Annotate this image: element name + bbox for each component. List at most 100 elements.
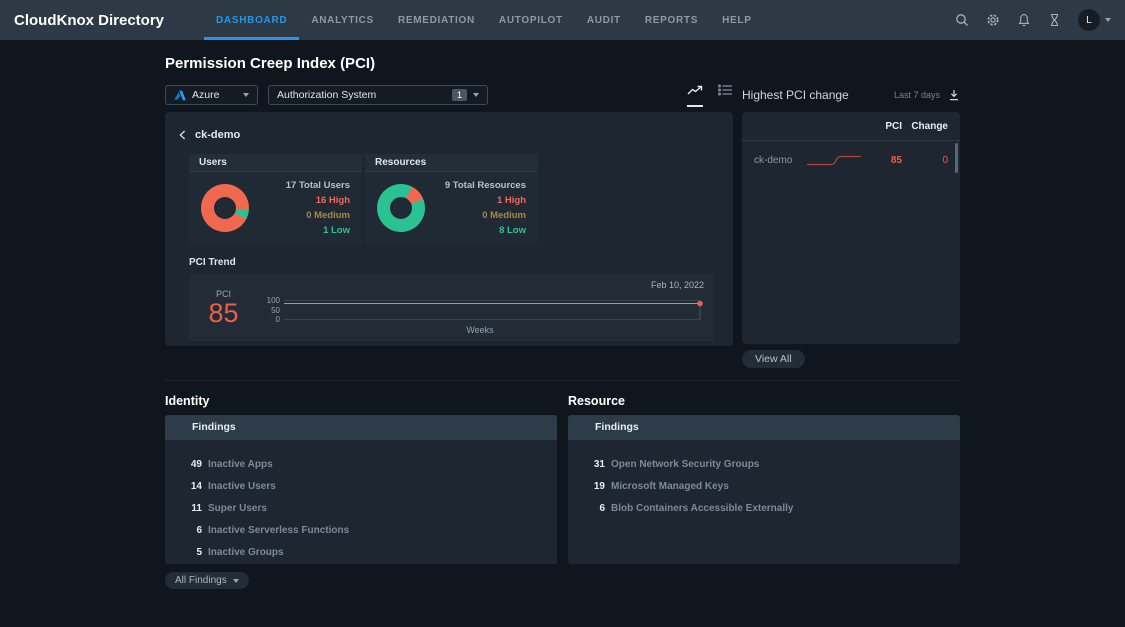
finding-label: Blob Containers Accessible Externally <box>611 503 794 514</box>
list-item[interactable]: 6 Blob Containers Accessible Externally <box>568 503 960 514</box>
list-item[interactable]: 5 Inactive Groups <box>165 547 557 558</box>
chevron-down-icon <box>232 578 239 583</box>
finding-count: 14 <box>190 481 202 492</box>
tab-audit[interactable]: AUDIT <box>586 14 621 26</box>
chevron-down-icon <box>243 93 249 97</box>
list-item[interactable]: 49 Inactive Apps <box>165 459 557 470</box>
all-findings-label: All Findings <box>175 575 227 586</box>
tab-dashboard[interactable]: DASHBOARD <box>204 0 300 40</box>
resource-section-title: Resource <box>568 394 625 408</box>
tab-analytics[interactable]: ANALYTICS <box>311 14 374 26</box>
top-nav: CloudKnox Directory DASHBOARD ANALYTICS … <box>0 0 1125 40</box>
hourglass-icon[interactable] <box>1048 13 1061 27</box>
finding-label: Open Network Security Groups <box>611 459 760 470</box>
nav-tabs: DASHBOARD ANALYTICS REMEDIATION AUTOPILO… <box>204 0 764 40</box>
finding-count: 19 <box>593 481 605 492</box>
pci-metric-value: 85 <box>208 298 239 329</box>
view-all-button[interactable]: View All <box>742 350 805 368</box>
bell-icon[interactable] <box>1017 13 1031 27</box>
highest-pci-title: Highest PCI change <box>742 88 849 102</box>
users-card: Users 17 Total Users 16 High 0 Medium 1 … <box>189 154 362 244</box>
tab-autopilot[interactable]: AUTOPILOT <box>498 14 563 26</box>
scrollbar-thumb[interactable] <box>955 143 958 173</box>
chevron-down-icon <box>1105 18 1111 22</box>
trend-line-svg: 100 50 0 <box>267 296 703 324</box>
list-item[interactable]: 14 Inactive Users <box>165 481 557 492</box>
avatar: L <box>1078 9 1100 31</box>
resources-total: 9 Total Resources <box>444 180 526 191</box>
gear-icon[interactable] <box>986 13 1000 27</box>
resources-medium: 0 Medium <box>482 210 526 221</box>
app-title: CloudKnox Directory <box>14 11 165 29</box>
pci-system-panel: ck-demo Users 17 Total Users 16 High 0 M… <box>165 112 733 346</box>
svg-text:50: 50 <box>271 306 280 315</box>
trend-x-axis-label: Weeks <box>466 325 494 335</box>
auth-system-select[interactable]: Authorization System 1 <box>268 85 488 105</box>
finding-count: 11 <box>191 503 202 514</box>
filter-row: Azure Authorization System 1 <box>165 83 733 107</box>
row-change-value: 0 <box>942 154 948 166</box>
list-view-toggle-icon[interactable] <box>717 83 733 107</box>
finding-count: 49 <box>190 459 202 470</box>
list-item[interactable]: 6 Inactive Serverless Functions <box>165 525 557 536</box>
finding-label: Inactive Serverless Functions <box>208 525 350 536</box>
svg-text:100: 100 <box>267 296 281 305</box>
tab-reports[interactable]: REPORTS <box>644 14 699 26</box>
back-chevron-icon[interactable] <box>179 130 186 140</box>
resource-findings-panel: Findings 31 Open Network Security Groups… <box>568 415 960 564</box>
row-system-name: ck-demo <box>754 154 793 166</box>
col-header-pci: PCI <box>885 121 902 132</box>
pci-trend-label: PCI Trend <box>189 257 236 268</box>
list-item[interactable]: 19 Microsoft Managed Keys <box>568 481 960 492</box>
finding-label: Microsoft Managed Keys <box>611 481 729 492</box>
auth-system-count-badge: 1 <box>451 89 467 101</box>
user-menu[interactable]: L <box>1078 9 1111 31</box>
finding-label: Super Users <box>208 503 267 514</box>
highest-pci-panel: PCI Change ck-demo 85 0 <box>742 112 960 344</box>
svg-text:0: 0 <box>276 315 281 324</box>
trend-last-date: Feb 10, 2022 <box>650 280 704 290</box>
users-total: 17 Total Users <box>285 180 350 191</box>
users-low: 1 Low <box>323 225 350 236</box>
resources-low: 8 Low <box>499 225 526 236</box>
resource-findings-header: Findings <box>568 415 960 440</box>
page-content: Permission Creep Index (PCI) Azure Autho… <box>165 55 960 589</box>
users-high: 16 High <box>315 195 350 206</box>
list-item[interactable]: 11 Super Users <box>165 503 557 514</box>
trend-view-toggle-icon[interactable] <box>687 83 703 107</box>
pci-metric-label: PCI <box>215 289 231 300</box>
row-pci-value: 85 <box>890 154 902 166</box>
finding-count: 6 <box>599 503 605 514</box>
finding-label: Inactive Apps <box>208 459 273 470</box>
identity-section-title: Identity <box>165 394 210 408</box>
pci-trend-chart: PCI 85 Feb 10, 2022 100 50 0 <box>189 274 714 341</box>
identity-findings-header: Findings <box>165 415 557 440</box>
cloud-select[interactable]: Azure <box>165 85 258 105</box>
tab-help[interactable]: HELP <box>722 14 752 26</box>
users-card-title: Users <box>189 154 362 172</box>
tab-remediation[interactable]: REMEDIATION <box>397 14 475 26</box>
users-donut-chart <box>201 184 249 232</box>
resources-card: Resources 9 Total Resources 1 High 0 Med… <box>365 154 538 244</box>
highest-pci-range: Last 7 days <box>893 90 940 100</box>
auth-system-label: Authorization System <box>277 89 377 101</box>
col-header-change: Change <box>911 121 948 132</box>
table-row[interactable]: ck-demo 85 0 <box>742 141 960 179</box>
cloud-select-value: Azure <box>192 89 220 101</box>
resources-high: 1 High <box>496 195 526 206</box>
identity-findings-panel: Findings 49 Inactive Apps 14 Inactive Us… <box>165 415 557 564</box>
resources-card-title: Resources <box>365 154 538 172</box>
section-divider <box>165 380 960 381</box>
download-icon[interactable] <box>948 89 960 101</box>
chevron-down-icon <box>473 93 479 97</box>
system-name: ck-demo <box>195 129 241 141</box>
list-item[interactable]: 31 Open Network Security Groups <box>568 459 960 470</box>
search-icon[interactable] <box>955 13 969 27</box>
finding-label: Inactive Groups <box>208 547 284 558</box>
finding-count: 5 <box>196 547 202 558</box>
users-medium: 0 Medium <box>306 210 350 221</box>
finding-count: 31 <box>593 459 605 470</box>
row-sparkline <box>806 152 862 168</box>
all-findings-dropdown[interactable]: All Findings <box>165 572 249 589</box>
page-title: Permission Creep Index (PCI) <box>165 55 376 72</box>
